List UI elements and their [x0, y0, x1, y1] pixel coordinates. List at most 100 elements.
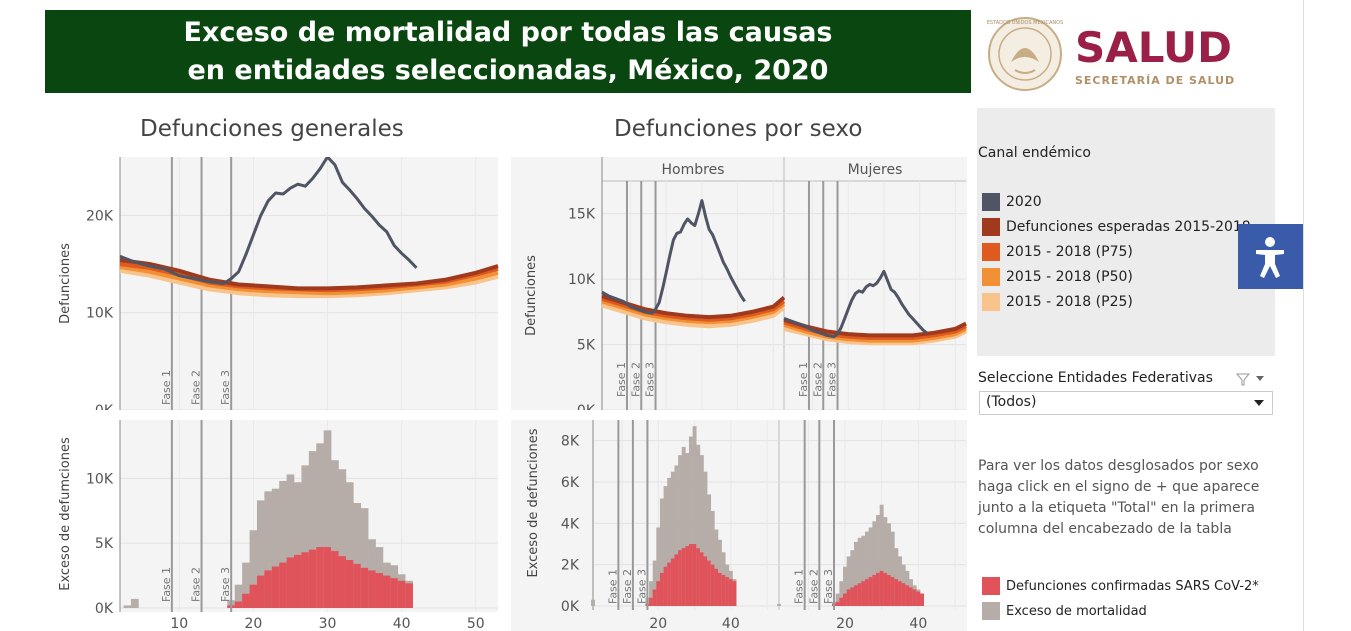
y-tick-label: 0K — [577, 403, 596, 410]
confirmed-bar — [279, 562, 287, 608]
phase-label: Fase 2 — [807, 569, 820, 604]
legend-label: 2015 - 2018 (P75) — [1006, 244, 1133, 260]
excess-bar — [301, 465, 310, 608]
confirmed-bar — [835, 601, 840, 606]
y-tick-label: 5K — [577, 338, 596, 354]
entidades-select-value: (Todos) — [986, 394, 1037, 410]
y-axis-label: Defunciones — [58, 243, 73, 324]
x-tick-label: 20 — [649, 616, 667, 631]
confirmed-bar — [301, 552, 310, 608]
seal-lettering: ESTADOS UNIDOS MEXICANOS — [987, 20, 1064, 26]
salud-subtitle-text: SECRETARÍA DE SALUD — [1075, 74, 1235, 87]
y-tick-label: 8K — [561, 434, 580, 450]
phase-label: Fase 1 — [797, 362, 810, 397]
excess-bar — [868, 527, 873, 606]
dropdown-arrow-icon — [1254, 400, 1264, 406]
legend-item[interactable]: Exceso de mortalidad — [982, 602, 1147, 620]
filter-label: Seleccione Entidades Federativas — [978, 370, 1213, 386]
y-tick-label: 10K — [86, 306, 114, 322]
confirmed-bar — [375, 572, 384, 608]
excess-bar — [865, 531, 869, 606]
general-section-title: Defunciones generales — [140, 116, 404, 142]
confirmed-bar — [390, 578, 399, 608]
excess-bar — [659, 498, 664, 606]
excess-bar — [857, 537, 862, 606]
excess-bar — [345, 482, 354, 608]
general-excess-bar-chart: 0K 5K 10K Exceso de defumciones Fase 1 Fase 2… — [58, 420, 498, 631]
excess-bar — [331, 460, 339, 608]
excess-bar — [338, 469, 347, 608]
excess-bar — [242, 562, 250, 608]
entidades-select[interactable]: (Todos) — [979, 391, 1273, 415]
excess-bar — [674, 465, 679, 606]
legend-item[interactable]: Defunciones confirmadas SARS CoV-2* — [982, 577, 1259, 595]
accessibility-icon — [1256, 237, 1284, 278]
legend-label: 2015 - 2018 (P25) — [1006, 294, 1133, 310]
x-tick-label: 40 — [909, 616, 927, 631]
excess-bar — [353, 502, 362, 608]
confirmed-bar — [710, 564, 715, 606]
confirmed-bar — [234, 601, 243, 608]
confirmed-bar — [696, 548, 701, 606]
confirmed-bar — [308, 549, 317, 608]
confirmed-bar — [360, 567, 369, 608]
phase-label: Fase 3 — [644, 362, 657, 397]
phase-label: Fase 2 — [629, 362, 642, 397]
phase-label: Fase 1 — [793, 569, 806, 604]
filter-icon[interactable] — [1235, 371, 1266, 390]
excess-bar — [894, 548, 899, 606]
phase-label: Fase 2 — [190, 370, 203, 405]
excess-bar — [681, 446, 686, 606]
confirmed-bar — [901, 583, 906, 606]
excess-bar — [294, 482, 302, 608]
legend-label: 2020 — [1006, 194, 1042, 210]
legend-item[interactable]: 2020 — [982, 193, 1042, 211]
phase-label: Fase 1 — [615, 362, 628, 397]
y-axis-label: Exceso de defumciones — [58, 437, 73, 591]
accessibility-button[interactable] — [1238, 224, 1303, 289]
confirmed-bar — [868, 577, 873, 606]
legend-item[interactable]: 2015 - 2018 (P75) — [982, 243, 1133, 261]
confirmed-bar — [656, 581, 661, 606]
phase-label: Fase 3 — [635, 569, 648, 604]
legend-item[interactable]: 2015 - 2018 (P25) — [982, 293, 1133, 311]
confirmed-bar — [717, 572, 722, 606]
x-tick-label: 20 — [836, 616, 854, 631]
legend-label: 2015 - 2018 (P50) — [1006, 269, 1133, 285]
excess-bar — [591, 599, 595, 606]
confirmed-bar — [883, 572, 888, 606]
excess-bar — [323, 430, 332, 608]
confirmed-bar — [692, 544, 697, 606]
confirmed-bar — [865, 579, 869, 606]
confirmed-bar — [353, 563, 362, 608]
legend-panel — [977, 108, 1275, 356]
phase-label: Fase 3 — [826, 362, 839, 397]
x-tick-label: 40 — [393, 616, 411, 631]
instructions-note: Para ver los datos desglosados por sexo … — [978, 458, 1260, 537]
sex-section-title: Defunciones por sexo — [614, 116, 863, 142]
confirmed-bar — [728, 579, 733, 606]
confirmed-bar — [699, 552, 704, 606]
y-tick-label: 20K — [86, 208, 114, 224]
legend-item[interactable]: Defunciones esperadas 2015-2018 — [982, 218, 1251, 236]
confirmed-bar — [846, 589, 851, 606]
excess-bar — [663, 486, 668, 606]
series-line — [601, 199, 746, 315]
legend-swatch — [982, 577, 1000, 595]
excess-bar — [123, 605, 132, 608]
excess-bar — [879, 504, 884, 606]
excess-bar — [699, 455, 704, 606]
confirmed-bar — [872, 575, 877, 606]
excess-bar — [839, 581, 844, 606]
series-line — [119, 157, 418, 285]
confirmed-bar — [405, 583, 413, 608]
excess-bar — [707, 494, 712, 606]
confirmed-bar — [688, 544, 693, 606]
confirmed-bar — [264, 570, 273, 608]
y-tick-label: 0K — [95, 403, 114, 410]
legend-item[interactable]: 2015 - 2018 (P50) — [982, 268, 1133, 286]
excess-bar — [703, 471, 708, 606]
title-line-2: en entidades seleccionadas, México, 2020 — [187, 55, 829, 86]
x-tick-label: 30 — [319, 616, 337, 631]
panel-background — [511, 157, 967, 410]
